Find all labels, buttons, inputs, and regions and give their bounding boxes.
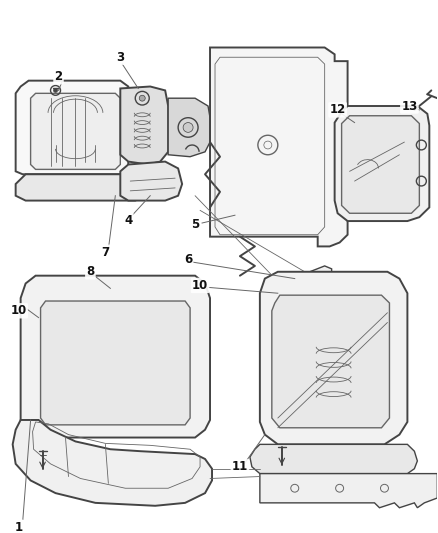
Polygon shape xyxy=(272,295,389,428)
Text: 11: 11 xyxy=(232,461,248,473)
Text: 12: 12 xyxy=(329,103,346,116)
Text: 7: 7 xyxy=(101,246,110,259)
Circle shape xyxy=(183,123,193,132)
Polygon shape xyxy=(250,445,417,474)
Polygon shape xyxy=(260,272,407,445)
Polygon shape xyxy=(260,474,437,508)
Circle shape xyxy=(139,95,145,101)
Text: 10: 10 xyxy=(192,279,208,292)
Text: 6: 6 xyxy=(184,253,192,265)
Text: 3: 3 xyxy=(116,51,124,64)
Text: 8: 8 xyxy=(86,265,95,278)
Text: 5: 5 xyxy=(191,219,199,231)
Polygon shape xyxy=(21,276,210,438)
Polygon shape xyxy=(274,272,302,366)
Polygon shape xyxy=(13,420,212,506)
Polygon shape xyxy=(304,266,332,360)
Polygon shape xyxy=(41,301,190,425)
Polygon shape xyxy=(120,161,182,200)
Text: 1: 1 xyxy=(14,521,23,533)
Polygon shape xyxy=(342,116,419,213)
Polygon shape xyxy=(335,106,429,221)
Polygon shape xyxy=(31,93,120,169)
Polygon shape xyxy=(16,80,128,174)
Polygon shape xyxy=(16,174,145,200)
Text: 2: 2 xyxy=(54,70,63,83)
Text: 10: 10 xyxy=(11,304,27,317)
Polygon shape xyxy=(120,86,168,165)
Circle shape xyxy=(53,88,57,92)
Polygon shape xyxy=(168,98,210,157)
Polygon shape xyxy=(210,47,348,246)
Text: 13: 13 xyxy=(401,100,417,112)
Text: 4: 4 xyxy=(124,214,132,227)
